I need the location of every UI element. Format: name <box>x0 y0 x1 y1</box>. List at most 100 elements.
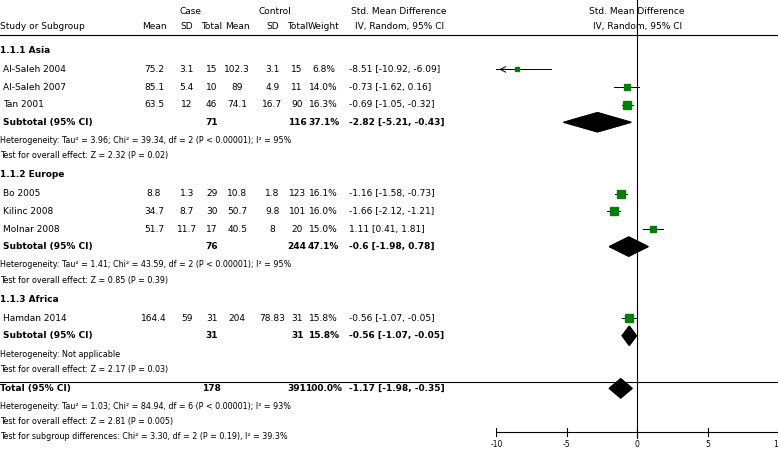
Text: -8.51 [-10.92, -6.09]: -8.51 [-10.92, -6.09] <box>349 65 440 74</box>
Text: 10.8: 10.8 <box>227 189 247 198</box>
Text: 1.3: 1.3 <box>180 189 194 198</box>
Text: 17: 17 <box>206 224 217 234</box>
Text: 1.1.1 Asia: 1.1.1 Asia <box>0 46 51 55</box>
Text: 4.9: 4.9 <box>265 83 279 91</box>
Text: 9.8: 9.8 <box>265 207 279 216</box>
Text: 10: 10 <box>206 83 217 91</box>
Text: Mean: Mean <box>142 22 166 32</box>
Text: 11: 11 <box>292 83 303 91</box>
Text: Heterogeneity: Not applicable: Heterogeneity: Not applicable <box>0 350 120 358</box>
Text: 178: 178 <box>202 384 221 393</box>
Text: 78.83: 78.83 <box>259 314 286 323</box>
Text: 1.1.2 Europe: 1.1.2 Europe <box>0 170 65 180</box>
Text: 14.0%: 14.0% <box>310 83 338 91</box>
Text: 3.1: 3.1 <box>265 65 279 74</box>
Text: 31: 31 <box>206 314 217 323</box>
Text: 6.8%: 6.8% <box>312 65 335 74</box>
Text: 29: 29 <box>206 189 217 198</box>
Text: Weight: Weight <box>308 22 339 32</box>
Text: 40.5: 40.5 <box>227 224 247 234</box>
Text: Test for subgroup differences: Chi² = 3.30, df = 2 (P = 0.19), I² = 39.3%: Test for subgroup differences: Chi² = 3.… <box>0 432 288 441</box>
Text: Control: Control <box>258 7 292 16</box>
Text: 123: 123 <box>289 189 306 198</box>
Text: 1.11 [0.41, 1.81]: 1.11 [0.41, 1.81] <box>349 224 424 234</box>
Text: 16.0%: 16.0% <box>310 207 338 216</box>
Text: 71: 71 <box>205 118 218 127</box>
Text: 31: 31 <box>292 314 303 323</box>
Text: 50.7: 50.7 <box>227 207 247 216</box>
Text: 15.8%: 15.8% <box>308 331 339 340</box>
Text: 90: 90 <box>292 100 303 109</box>
Text: 63.5: 63.5 <box>144 100 164 109</box>
Text: -1.66 [-2.12, -1.21]: -1.66 [-2.12, -1.21] <box>349 207 434 216</box>
Text: Std. Mean Difference: Std. Mean Difference <box>352 7 447 16</box>
Text: 1.1.3 Africa: 1.1.3 Africa <box>0 295 59 304</box>
Text: 12: 12 <box>181 100 192 109</box>
Text: Test for overall effect: Z = 0.85 (P = 0.39): Test for overall effect: Z = 0.85 (P = 0… <box>0 276 168 285</box>
Text: 85.1: 85.1 <box>144 83 164 91</box>
Text: -0.56 [-1.07, -0.05]: -0.56 [-1.07, -0.05] <box>349 314 434 323</box>
Text: -0.56 [-1.07, -0.05]: -0.56 [-1.07, -0.05] <box>349 331 443 340</box>
Text: 51.7: 51.7 <box>144 224 164 234</box>
Text: 47.1%: 47.1% <box>308 242 339 251</box>
Text: 244: 244 <box>288 242 307 251</box>
Text: Mean: Mean <box>225 22 250 32</box>
Text: IV, Random, 95% CI: IV, Random, 95% CI <box>355 22 443 32</box>
Text: Test for overall effect: Z = 2.81 (P = 0.005): Test for overall effect: Z = 2.81 (P = 0… <box>0 417 173 426</box>
Text: SD: SD <box>180 22 193 32</box>
Text: Molnar 2008: Molnar 2008 <box>3 224 60 234</box>
Text: 59: 59 <box>181 314 192 323</box>
Text: -1.17 [-1.98, -0.35]: -1.17 [-1.98, -0.35] <box>349 384 444 393</box>
Text: 20: 20 <box>292 224 303 234</box>
Text: 391: 391 <box>288 384 307 393</box>
Text: 3.1: 3.1 <box>180 65 194 74</box>
Text: 75.2: 75.2 <box>144 65 164 74</box>
Text: 8: 8 <box>269 224 275 234</box>
Text: 15: 15 <box>292 65 303 74</box>
Text: Total: Total <box>201 22 223 32</box>
Text: Heterogeneity: Tau² = 1.03; Chi² = 84.94, df = 6 (P < 0.00001); I² = 93%: Heterogeneity: Tau² = 1.03; Chi² = 84.94… <box>0 402 291 411</box>
Text: Test for overall effect: Z = 2.32 (P = 0.02): Test for overall effect: Z = 2.32 (P = 0… <box>0 151 168 160</box>
Text: 16.3%: 16.3% <box>310 100 338 109</box>
Text: 46: 46 <box>206 100 217 109</box>
Text: Study or Subgroup: Study or Subgroup <box>0 22 85 32</box>
Text: Case: Case <box>180 7 202 16</box>
Text: Subtotal (95% CI): Subtotal (95% CI) <box>3 242 93 251</box>
Text: 8.8: 8.8 <box>147 189 161 198</box>
Text: 76: 76 <box>205 242 218 251</box>
Text: Al-Saleh 2007: Al-Saleh 2007 <box>3 83 66 91</box>
Text: -0.6 [-1.98, 0.78]: -0.6 [-1.98, 0.78] <box>349 242 434 251</box>
Text: 100.0%: 100.0% <box>305 384 342 393</box>
Text: 15.8%: 15.8% <box>310 314 338 323</box>
Text: 15: 15 <box>206 65 217 74</box>
Text: Kilinc 2008: Kilinc 2008 <box>3 207 54 216</box>
Text: 89: 89 <box>232 83 243 91</box>
Text: Subtotal (95% CI): Subtotal (95% CI) <box>3 331 93 340</box>
Text: Std. Mean Difference: Std. Mean Difference <box>590 7 685 16</box>
Text: -2.82 [-5.21, -0.43]: -2.82 [-5.21, -0.43] <box>349 118 444 127</box>
Text: 102.3: 102.3 <box>224 65 251 74</box>
Text: 30: 30 <box>206 207 217 216</box>
Text: 31: 31 <box>291 331 303 340</box>
Text: Al-Saleh 2004: Al-Saleh 2004 <box>3 65 66 74</box>
Text: 11.7: 11.7 <box>177 224 197 234</box>
Text: 164.4: 164.4 <box>142 314 166 323</box>
Text: Heterogeneity: Tau² = 1.41; Chi² = 43.59, df = 2 (P < 0.00001); I² = 95%: Heterogeneity: Tau² = 1.41; Chi² = 43.59… <box>0 260 292 269</box>
Text: 16.7: 16.7 <box>262 100 282 109</box>
Text: Total: Total <box>286 22 308 32</box>
Text: 116: 116 <box>288 118 307 127</box>
Text: 1.8: 1.8 <box>265 189 279 198</box>
Text: 37.1%: 37.1% <box>308 118 339 127</box>
Text: 74.1: 74.1 <box>227 100 247 109</box>
Text: Total (95% CI): Total (95% CI) <box>0 384 71 393</box>
Text: Hamdan 2014: Hamdan 2014 <box>3 314 67 323</box>
Text: 5.4: 5.4 <box>180 83 194 91</box>
Text: 31: 31 <box>205 331 218 340</box>
Text: 15.0%: 15.0% <box>310 224 338 234</box>
Text: SD: SD <box>266 22 279 32</box>
Text: Test for overall effect: Z = 2.17 (P = 0.03): Test for overall effect: Z = 2.17 (P = 0… <box>0 365 168 374</box>
Text: Subtotal (95% CI): Subtotal (95% CI) <box>3 118 93 127</box>
Text: IV, Random, 95% CI: IV, Random, 95% CI <box>593 22 682 32</box>
Text: -0.69 [-1.05, -0.32]: -0.69 [-1.05, -0.32] <box>349 100 434 109</box>
Text: -0.73 [-1.62, 0.16]: -0.73 [-1.62, 0.16] <box>349 83 431 91</box>
